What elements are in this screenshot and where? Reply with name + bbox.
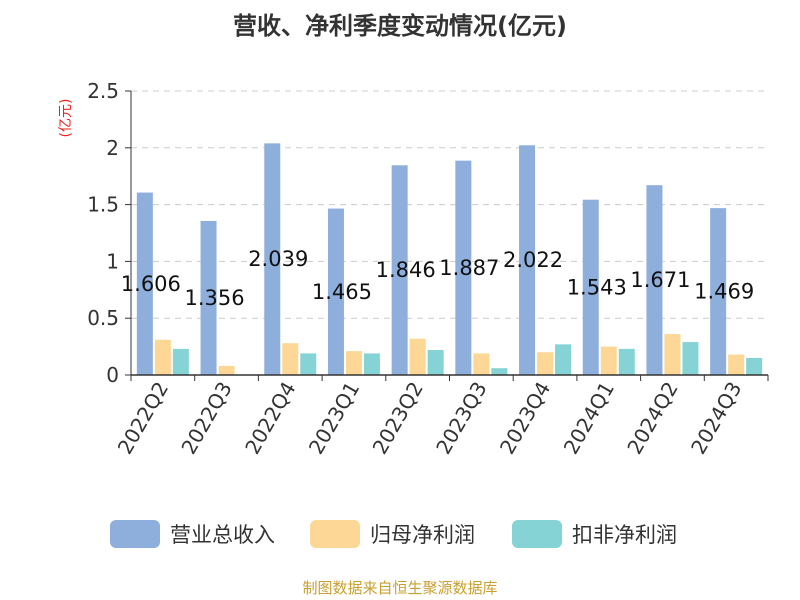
x-tick-label: 2023Q4 <box>495 378 555 459</box>
y-axis-unit-label: (亿元) <box>58 99 74 138</box>
x-tick-label: 2024Q1 <box>559 378 619 459</box>
x-tick-label: 2023Q3 <box>431 377 491 458</box>
bar-2023Q3-1 <box>473 353 490 375</box>
x-tick-label: 2022Q3 <box>176 378 236 459</box>
x-tick-label: 2023Q2 <box>368 378 428 459</box>
data-label-2022Q3: 1.356 <box>184 286 244 310</box>
bar-2023Q1-2 <box>363 353 380 375</box>
legend-label-1: 归母净利润 <box>370 523 475 547</box>
y-tick-label: 1.5 <box>87 193 119 217</box>
bar-2024Q2-1 <box>664 334 681 375</box>
bar-2023Q2-0 <box>391 165 408 375</box>
x-tick-label: 2024Q2 <box>622 378 682 459</box>
bar-2023Q3-0 <box>455 160 472 375</box>
bar-2022Q4-0 <box>264 143 281 375</box>
legend-swatch-0 <box>110 520 160 548</box>
y-tick-label: 2 <box>106 136 119 160</box>
x-tick-label: 2022Q4 <box>240 378 300 459</box>
bar-2024Q2-2 <box>682 342 699 375</box>
bar-2022Q3-1 <box>218 365 235 375</box>
bar-2024Q3-1 <box>728 354 745 375</box>
data-label-2022Q2: 1.606 <box>121 272 181 296</box>
bar-2024Q3-0 <box>710 208 727 375</box>
data-label-2023Q4: 2.022 <box>503 248 563 272</box>
bar-2023Q3-2 <box>491 368 508 375</box>
legend-swatch-2 <box>512 520 562 548</box>
bar-2023Q1-1 <box>345 351 362 375</box>
data-label-2022Q4: 2.039 <box>248 247 308 271</box>
legend-label-2: 扣非净利润 <box>572 523 677 547</box>
data-label-2023Q2: 1.846 <box>376 258 436 282</box>
x-tick-label: 2024Q3 <box>686 378 746 459</box>
bar-2024Q1-2 <box>618 348 635 375</box>
y-tick-label: 0 <box>106 363 119 387</box>
bar-2022Q4-2 <box>300 353 317 375</box>
bar-2023Q2-1 <box>409 338 426 375</box>
bar-2024Q2-0 <box>646 185 663 375</box>
data-label-2024Q3: 1.469 <box>694 280 754 304</box>
legend-label-0: 营业总收入 <box>170 523 275 547</box>
bar-2024Q1-0 <box>582 199 599 375</box>
bar-2023Q2-2 <box>427 350 444 375</box>
bar-2024Q1-1 <box>600 346 617 375</box>
bar-2022Q4-1 <box>282 343 299 375</box>
bar-2022Q2-2 <box>172 348 189 375</box>
data-label-2024Q1: 1.543 <box>567 275 627 299</box>
bar-2024Q3-2 <box>746 357 763 375</box>
data-label-2023Q1: 1.465 <box>312 280 372 304</box>
bar-2023Q1-0 <box>327 208 344 375</box>
chart-title: 营收、净利季度变动情况(亿元) <box>233 12 567 40</box>
y-tick-label: 1 <box>106 249 119 273</box>
data-label-2023Q3: 1.887 <box>439 256 499 280</box>
bar-2022Q3-0 <box>200 220 217 375</box>
x-tick-label: 2022Q2 <box>113 378 173 459</box>
bar-2023Q4-2 <box>555 344 572 375</box>
bar-2023Q4-0 <box>519 145 536 375</box>
y-tick-label: 2.5 <box>87 79 119 103</box>
bar-2022Q2-0 <box>136 192 153 375</box>
data-label-2024Q2: 1.671 <box>630 268 690 292</box>
data-source-note: 制图数据来自恒生聚源数据库 <box>302 579 498 597</box>
legend-swatch-1 <box>310 520 360 548</box>
y-tick-label: 0.5 <box>87 306 119 330</box>
bar-2022Q2-1 <box>154 339 171 375</box>
bar-2023Q4-1 <box>537 352 554 375</box>
x-tick-label: 2023Q1 <box>304 378 364 459</box>
